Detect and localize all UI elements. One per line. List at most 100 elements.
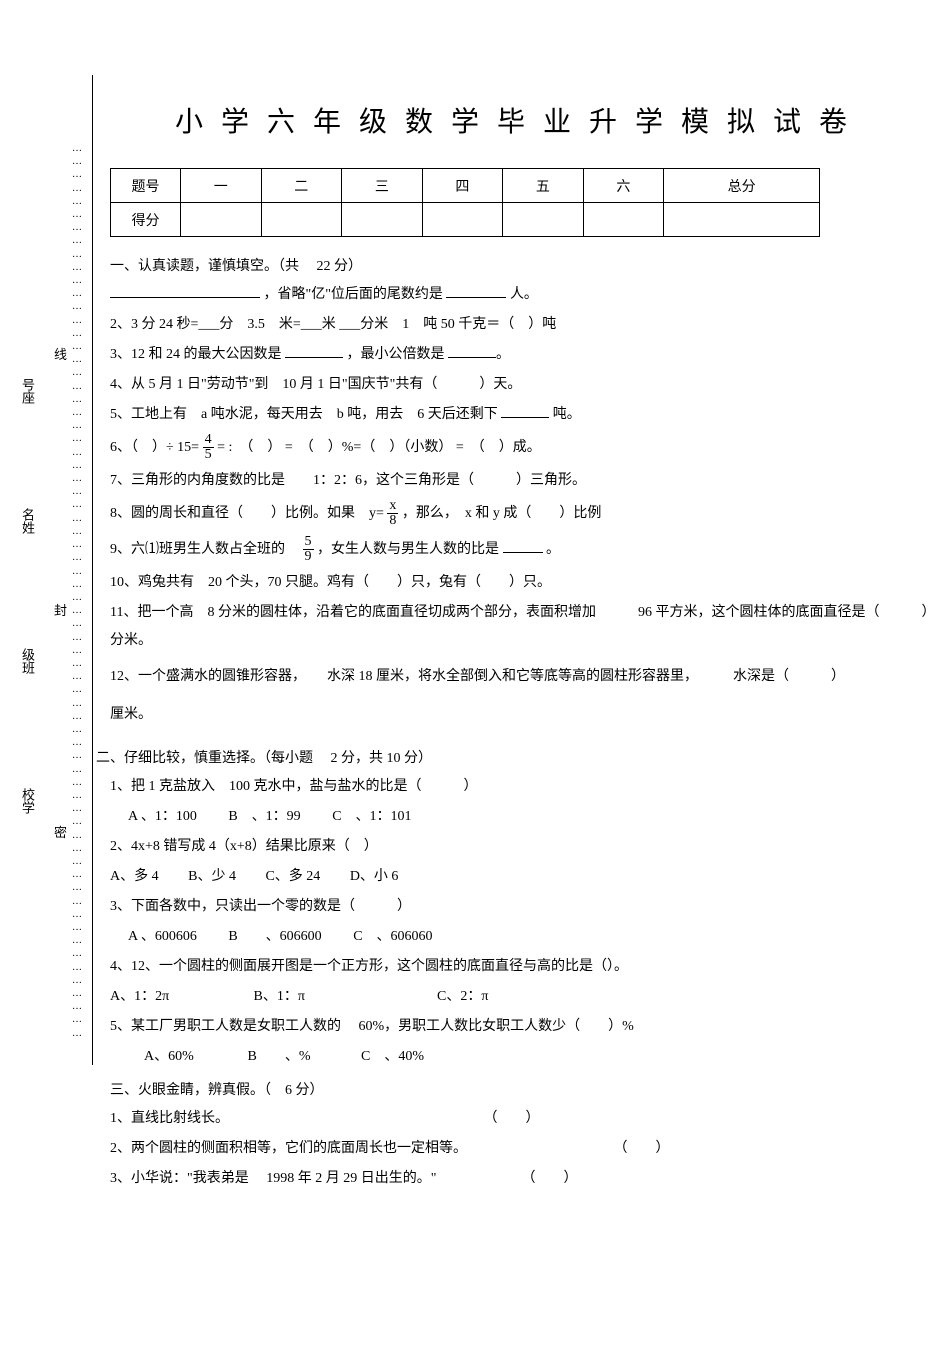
tf-text: 1、直线比射线长。 [110,1105,480,1133]
q8-b: ，那么， x 和 y 成（ ）比例 [402,506,602,521]
col-head: 总分 [664,169,820,203]
q10: 10、鸡兔共有 20 个头，70 只腿。鸡有（ ）只，兔有（ ）只。 [110,569,930,597]
q5-b: 吨。 [553,407,581,422]
col-head: 三 [342,169,423,203]
section-2-head: 二、仔细比较，慎重选择。（每小题 2 分，共 10 分） [96,747,930,767]
table-row: 题号 一 二 三 四 五 六 总分 [111,169,820,203]
opt-c: C、多 24 [265,863,320,891]
score-cell [503,203,584,237]
section-1-head: 一、认真读题，谨慎填空。（共 22 分） [110,255,930,275]
q2: 2、3 分 24 秒=___分 3.5 米=___米 ___分米 1 吨 50 … [110,311,930,339]
q5: 5、工地上有 a 吨水泥，每天用去 b 吨，用去 6 天后还剩下 吨。 [110,401,930,429]
c-q4: 4、12、一个圆柱的侧面展开图是一个正方形，这个圆柱的底面直径与高的比是（）。 [110,953,930,981]
q3-a: 3、12 和 24 的最大公因数是 [110,347,282,362]
c-q3: 3、下面各数中，只读出一个零的数是（ ） [110,893,930,921]
tf-paren: （ ） [614,1141,670,1156]
opt-a: A 、600606 [128,923,197,951]
q9-c: 。 [546,542,560,557]
denominator: 9 [303,550,314,564]
opt-c: C 、1：101 [332,803,411,831]
score-cell [261,203,342,237]
c-q2-opts: A、多 4 B、少 4 C、多 24 D、小 6 [110,863,930,891]
col-head: 一 [181,169,262,203]
tf-text: 2、两个圆柱的侧面积相等，它们的底面周长也一定相等。 [110,1135,610,1163]
blank [110,284,260,298]
side-char-xian: 线 [54,344,67,363]
col-head: 五 [503,169,584,203]
q5-a: 5、工地上有 a 吨水泥，每天用去 b 吨，用去 6 天后还剩下 [110,407,498,422]
opt-a: A、60% [144,1043,244,1071]
q8-a: 8、圆的周长和直径（ ）比例。如果 y= [110,506,384,521]
q1: ，省略"亿"位后面的尾数约是 人。 [110,281,930,309]
col-head: 二 [261,169,342,203]
side-char-feng: 封 [54,600,67,619]
tf-paren: （ ） [484,1111,540,1126]
q9: 9、六⑴班男生人数占全班的 5 9 ，女生人数与男生人数的比是 。 [110,533,930,567]
opt-c: C 、40% [361,1043,424,1071]
denominator: 5 [203,448,214,462]
q7: 7、三角形的内角度数的比是 1：2：6，这个三角形是（ ）三角形。 [110,467,930,495]
q1-text: ，省略"亿"位后面的尾数约是 [264,287,443,302]
score-cell [583,203,664,237]
q4: 4、从 5 月 1 日"劳动节"到 10 月 1 日"国庆节"共有（ ）天。 [110,371,930,399]
score-cell [664,203,820,237]
opt-d: D、小 6 [350,863,399,891]
side-label-seat: 号座 [18,378,37,404]
fraction-4-5: 4 5 [203,433,214,462]
numerator: x [387,499,398,514]
numerator: 5 [303,535,314,550]
section-3-head: 三、火眼金睛，辨真假。（ 6 分） [110,1079,930,1099]
opt-b: B、少 4 [188,863,236,891]
blank [446,284,506,298]
score-cell [342,203,423,237]
c-q3-opts: A 、600606 B 、606600 C 、606060 [128,923,930,951]
side-label-name: 名姓 [18,508,37,534]
numerator: 4 [203,433,214,448]
tf-text: 3、小华说："我表弟是 1998 年 2 月 29 日出生的。" [110,1165,518,1193]
q12b: 厘米。 [110,701,930,729]
tf-q1: 1、直线比射线长。 （ ） [110,1105,930,1133]
binding-edge: 号座 名姓 级班 校学 线 封 密 /* dots drawn below vi… [0,0,100,1345]
opt-c: C 、606060 [353,923,432,951]
c-q1: 1、把 1 克盐放入 100 克水中，盐与盐水的比是（ ） [110,773,930,801]
fraction-5-9: 5 9 [303,535,314,564]
table-row: 得分 [111,203,820,237]
denominator: 8 [387,514,398,528]
c-q4-opts: A、1：2π B、1：π C、2：π [110,983,930,1011]
exam-main: 小学六年级数学毕业升学模拟试卷 题号 一 二 三 四 五 六 总分 得分 一、认… [110,100,930,1195]
c-q2: 2、4x+8 错写成 4（x+8）结果比原来（ ） [110,833,930,861]
q3-b: ，最小公倍数是 [347,347,445,362]
tf-q3: 3、小华说："我表弟是 1998 年 2 月 29 日出生的。" （ ） [110,1165,930,1193]
dotted-fold-line: …………………………………………………………………………………………………………… [72,142,82,1040]
q12: 12、一个盛满水的圆锥形容器， 水深 18 厘米，将水全部倒入和它等底等高的圆柱… [110,663,930,691]
opt-b: B 、606600 [228,923,321,951]
q6-a: 6、（ ）÷ 15= [110,440,199,455]
exam-title: 小学六年级数学毕业升学模拟试卷 [110,100,930,140]
blank [501,404,549,418]
side-label-school: 校学 [18,788,37,814]
blank [448,344,496,358]
score-cell [181,203,262,237]
q1-unit: 人。 [510,287,538,302]
q6-b: = : （ ） = （ ）%=（ ）（小数） = （ ）成。 [217,440,541,455]
q3: 3、12 和 24 的最大公因数是 ，最小公倍数是 。 [110,341,930,369]
margin-rule [92,75,93,1065]
tf-q2: 2、两个圆柱的侧面积相等，它们的底面周长也一定相等。 （ ） [110,1135,930,1163]
q11: 11、把一个高 8 分米的圆柱体，沿着它的底面直径切成两个部分，表面积增加 96… [110,599,930,655]
opt-b: B、1：π [254,983,434,1011]
opt-a: A、1：2π [110,983,250,1011]
side-char-mi: 密 [54,822,67,841]
side-label-class: 级班 [18,648,37,674]
tf-paren: （ ） [522,1171,578,1186]
opt-c: C、2：π [437,983,488,1011]
score-table: 题号 一 二 三 四 五 六 总分 得分 [110,168,820,237]
opt-b: B 、1：99 [228,803,300,831]
fraction-x-8: x 8 [387,499,398,528]
q9-b: ，女生人数与男生人数的比是 [317,542,499,557]
q9-a: 9、六⑴班男生人数占全班的 [110,542,285,557]
opt-a: A、多 4 [110,863,159,891]
col-head: 六 [583,169,664,203]
q6: 6、（ ）÷ 15= 4 5 = : （ ） = （ ）%=（ ）（小数） = … [110,431,930,465]
row-label: 得分 [111,203,181,237]
c-q5: 5、某工厂男职工人数是女职工人数的 60%，男职工人数比女职工人数少（ ）% [110,1013,930,1041]
